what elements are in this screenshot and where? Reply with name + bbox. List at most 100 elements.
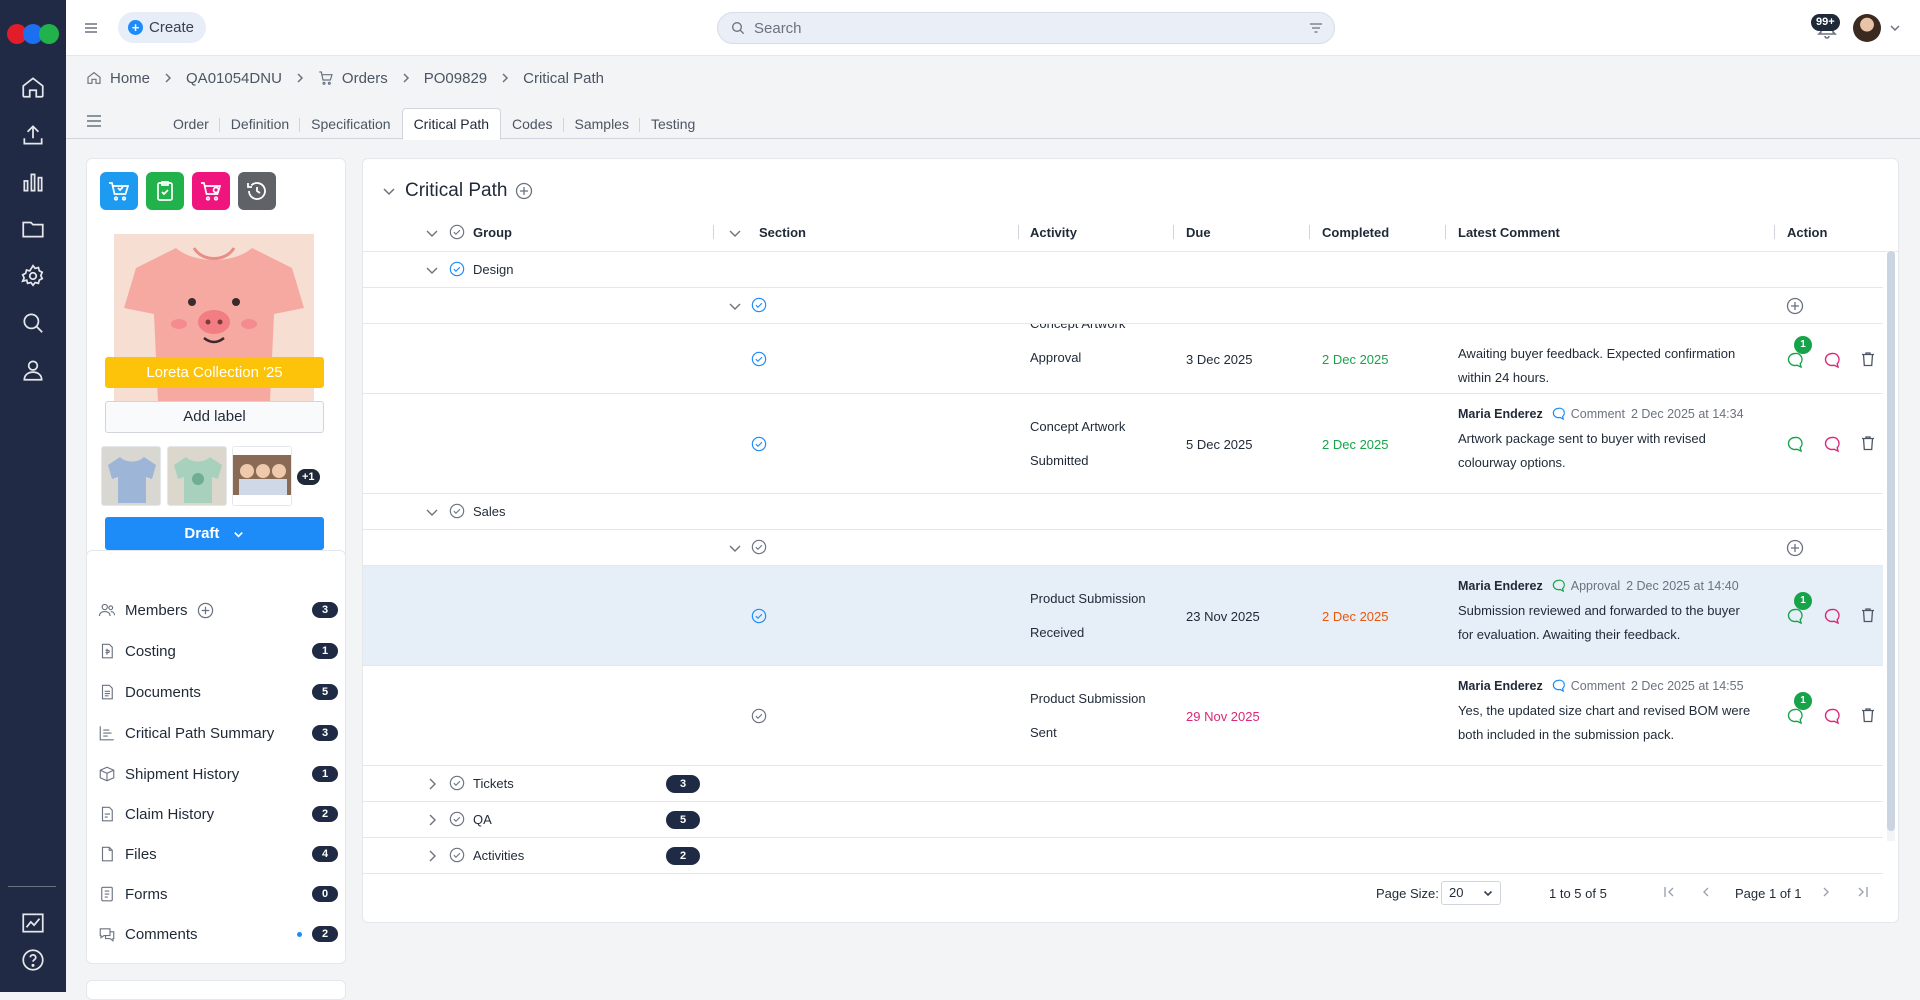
folder-icon[interactable] <box>20 216 46 242</box>
upload-icon[interactable] <box>20 122 46 148</box>
chevron-down-icon[interactable] <box>727 298 743 314</box>
chevron-down-icon[interactable] <box>1888 21 1902 35</box>
column-header-section[interactable]: Section <box>759 225 806 240</box>
group-row-qa[interactable]: QA 5 <box>363 802 1883 838</box>
collection-label[interactable]: Loreta Collection '25 <box>105 357 324 388</box>
previous-page-icon[interactable] <box>1699 885 1713 899</box>
delete-icon[interactable] <box>1859 350 1877 368</box>
cart-add-button[interactable] <box>192 172 230 210</box>
vertical-scrollbar[interactable] <box>1887 251 1895 841</box>
add-activity-icon[interactable] <box>1786 297 1804 315</box>
column-header-activity[interactable]: Activity <box>1030 225 1077 240</box>
tab-critical-path[interactable]: Critical Path <box>401 108 502 140</box>
history-button[interactable] <box>238 172 276 210</box>
sidebar-item-forms[interactable]: Forms 0 <box>98 881 338 907</box>
group-row-activities[interactable]: Activities 2 <box>363 838 1883 874</box>
reports-icon[interactable] <box>20 169 46 195</box>
breadcrumb-order[interactable]: PO09829 <box>423 69 488 87</box>
home-icon[interactable] <box>20 74 46 100</box>
table-row[interactable]: Concept ArtworkApproval 3 Dec 2025 2 Dec… <box>363 324 1883 394</box>
comment-icon[interactable] <box>1823 435 1841 453</box>
table-row[interactable]: Concept Artwork Submitted 5 Dec 2025 2 De… <box>363 394 1883 494</box>
check-circle-icon[interactable] <box>449 847 465 863</box>
more-images-badge[interactable]: +1 <box>297 469 320 485</box>
tab-samples[interactable]: Samples <box>564 109 641 140</box>
check-circle-icon[interactable] <box>751 608 767 624</box>
check-circle-icon[interactable] <box>449 224 465 240</box>
tab-specification[interactable]: Specification <box>311 115 391 132</box>
tab-codes[interactable]: Codes <box>501 109 564 140</box>
chevron-down-icon[interactable] <box>424 262 440 278</box>
app-logo[interactable] <box>7 24 59 48</box>
thumbnail-green[interactable] <box>167 446 227 506</box>
breadcrumb-account[interactable]: QA01054DNU <box>186 69 282 87</box>
first-page-icon[interactable] <box>1662 885 1676 899</box>
tab-menu-icon[interactable] <box>86 114 102 128</box>
sidebar-item-members[interactable]: Members 3 <box>98 597 338 623</box>
sidebar-item-claim-history[interactable]: Claim History 2 <box>98 801 338 827</box>
check-circle-icon[interactable] <box>449 503 465 519</box>
search-input[interactable]: Search <box>717 12 1335 44</box>
approve-chat-icon[interactable] <box>1786 607 1804 625</box>
comment-icon[interactable] <box>1823 707 1841 725</box>
sidebar-item-documents[interactable]: Documents 5 <box>98 679 338 705</box>
thumbnail-babies[interactable] <box>232 446 292 506</box>
check-circle-icon[interactable] <box>751 436 767 452</box>
group-row-sales[interactable]: Sales <box>363 494 1883 530</box>
breadcrumb-orders[interactable]: Orders <box>341 69 388 87</box>
add-member-icon[interactable] <box>197 602 214 619</box>
table-row[interactable]: Product Submission Sent 29 Nov 2025 Maria… <box>363 666 1883 766</box>
user-icon[interactable] <box>20 357 46 383</box>
check-circle-icon[interactable] <box>751 297 767 313</box>
chevron-right-icon[interactable] <box>424 812 440 828</box>
approve-chat-icon[interactable] <box>1786 435 1804 453</box>
chevron-right-icon[interactable] <box>424 848 440 864</box>
sidebar-item-costing[interactable]: Costing 1 <box>98 638 338 664</box>
collapse-section-icon[interactable] <box>727 225 743 241</box>
clipboard-button[interactable] <box>146 172 184 210</box>
group-row-tickets[interactable]: Tickets 3 <box>363 766 1883 802</box>
add-label-button[interactable]: Add label <box>105 401 324 433</box>
check-circle-icon[interactable] <box>751 708 767 724</box>
analytics-icon[interactable] <box>20 910 46 936</box>
add-activity-icon[interactable] <box>1786 539 1804 557</box>
chevron-down-icon[interactable] <box>727 540 743 556</box>
search-nav-icon[interactable] <box>20 310 46 336</box>
column-header-group[interactable]: Group <box>473 225 512 240</box>
tab-testing[interactable]: Testing <box>650 115 696 132</box>
group-row-design[interactable]: Design <box>363 252 1883 288</box>
thumbnail-blue[interactable] <box>101 446 161 506</box>
approve-chat-icon[interactable] <box>1786 707 1804 725</box>
column-header-due[interactable]: Due <box>1186 225 1211 240</box>
help-icon[interactable] <box>20 947 46 973</box>
sidebar-item-critical-path-summary[interactable]: Critical Path Summary 3 <box>98 720 338 746</box>
breadcrumb-home[interactable]: Home <box>110 69 151 87</box>
column-header-completed[interactable]: Completed <box>1322 225 1390 240</box>
tab-order[interactable]: Order <box>162 109 220 140</box>
section-row[interactable] <box>363 530 1883 566</box>
sidebar-item-comments[interactable]: Comments 2 <box>98 921 338 947</box>
order-cart-button[interactable] <box>100 172 138 210</box>
check-circle-icon[interactable] <box>751 351 767 367</box>
scrollbar-thumb[interactable] <box>1887 251 1895 831</box>
comment-icon[interactable] <box>1823 607 1841 625</box>
delete-icon[interactable] <box>1859 606 1877 624</box>
check-circle-icon[interactable] <box>449 261 465 277</box>
settings-icon[interactable] <box>20 263 46 289</box>
last-page-icon[interactable] <box>1856 885 1870 899</box>
sidebar-item-files[interactable]: Files 4 <box>98 841 338 867</box>
comment-icon[interactable] <box>1823 351 1841 369</box>
status-dropdown-button[interactable]: Draft <box>105 517 324 550</box>
check-circle-icon[interactable] <box>751 539 767 555</box>
add-circle-icon[interactable] <box>515 182 533 200</box>
check-circle-icon[interactable] <box>449 811 465 827</box>
delete-icon[interactable] <box>1859 434 1877 452</box>
section-row[interactable] <box>363 288 1883 324</box>
tab-definition[interactable]: Definition <box>220 109 301 140</box>
check-circle-icon[interactable] <box>449 775 465 791</box>
menu-icon[interactable] <box>82 19 100 37</box>
chevron-right-icon[interactable] <box>424 776 440 792</box>
collapse-all-icon[interactable] <box>424 225 440 241</box>
chevron-down-icon[interactable] <box>381 183 397 199</box>
delete-icon[interactable] <box>1859 706 1877 724</box>
